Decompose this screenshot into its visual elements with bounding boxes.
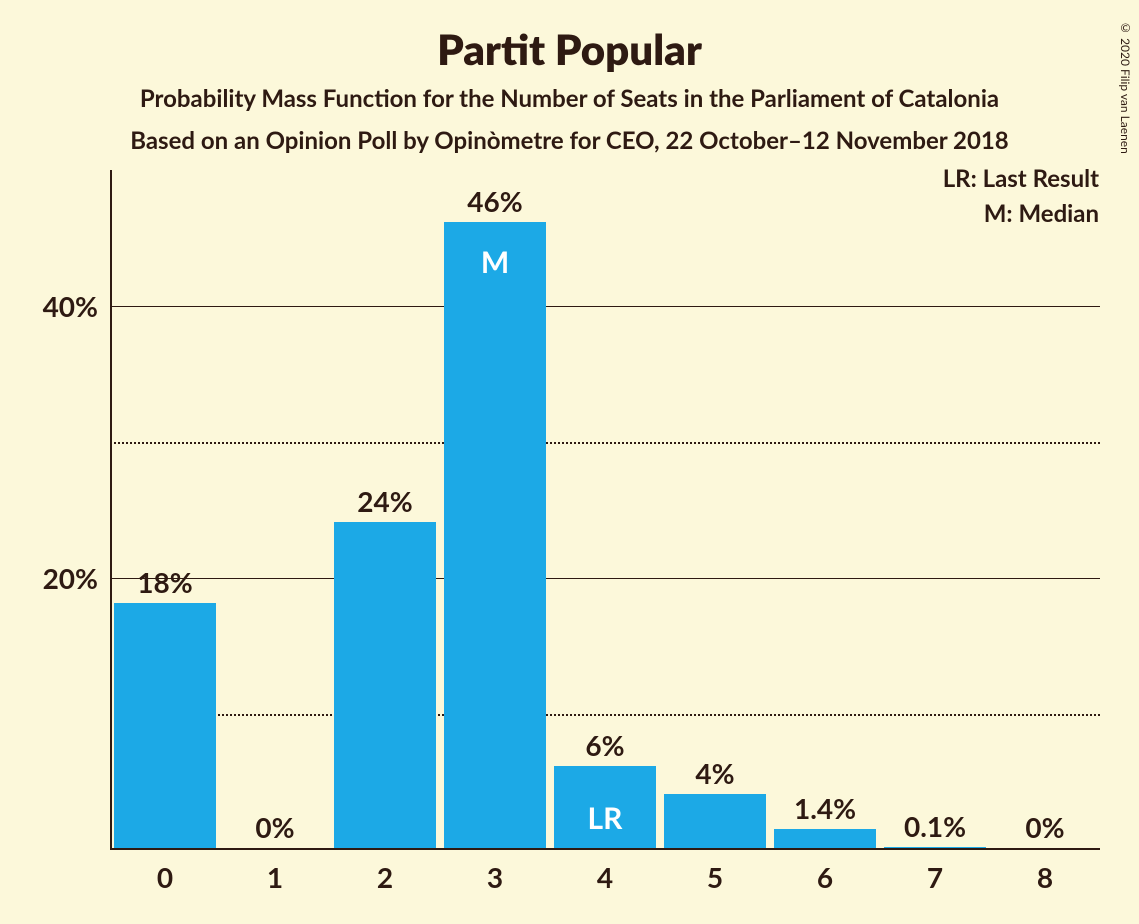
bar-value-label: 1.4% [794, 791, 856, 825]
bar [774, 829, 875, 848]
x-tick-label: 0 [157, 860, 173, 894]
x-axis [110, 848, 1100, 850]
y-axis [110, 170, 112, 850]
x-tick-label: 6 [817, 860, 833, 894]
bar-value-label: 4% [695, 756, 734, 790]
bar [444, 222, 545, 848]
bar [884, 847, 985, 848]
gridline-minor [110, 442, 1100, 444]
x-tick-label: 2 [377, 860, 393, 894]
bar-value-label: 6% [585, 728, 624, 762]
gridline [110, 578, 1100, 579]
gridline-minor [110, 714, 1100, 716]
bar-value-label: 24% [357, 484, 412, 518]
y-tick-label: 20% [43, 561, 98, 595]
bar-value-label: 0% [1025, 810, 1064, 844]
bar-value-label: 46% [467, 184, 522, 218]
bar [114, 603, 215, 848]
median-marker: M [481, 244, 509, 280]
bar [664, 794, 765, 848]
bar-value-label: 18% [137, 565, 192, 599]
plot-area: 20%40%18%00%124%246%3M6%4LR4%51.4%60.1%7… [110, 170, 1100, 850]
bar-value-label: 0.1% [904, 809, 966, 843]
bar [334, 522, 435, 848]
x-tick-label: 5 [707, 860, 723, 894]
chart-title: Partit Popular [0, 24, 1139, 74]
gridline [110, 306, 1100, 307]
x-tick-label: 7 [927, 860, 943, 894]
y-tick-label: 40% [43, 289, 98, 323]
chart-subtitle-1: Probability Mass Function for the Number… [0, 84, 1139, 113]
chart-subtitle-2: Based on an Opinion Poll by Opinòmetre f… [0, 126, 1139, 155]
x-tick-label: 8 [1037, 860, 1053, 894]
bar-value-label: 0% [255, 810, 294, 844]
x-tick-label: 1 [267, 860, 283, 894]
x-tick-label: 4 [597, 860, 613, 894]
x-tick-label: 3 [487, 860, 503, 894]
last-result-marker: LR [588, 800, 623, 836]
